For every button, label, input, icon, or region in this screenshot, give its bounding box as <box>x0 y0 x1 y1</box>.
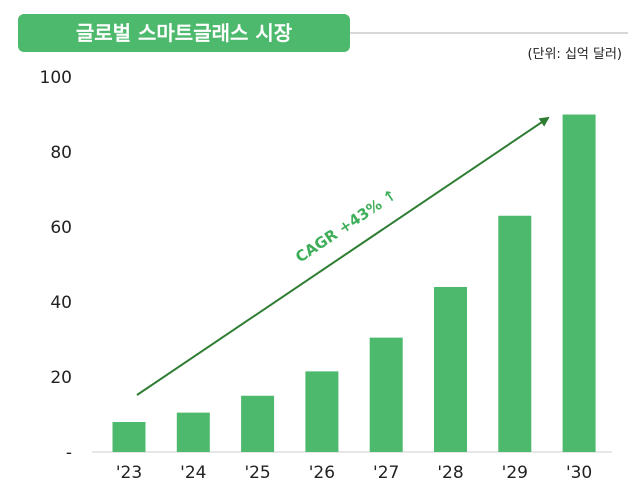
bars <box>112 114 596 452</box>
x-tick-label: '27 <box>373 463 399 483</box>
y-tick-label: 100 <box>40 68 72 88</box>
bar-28 <box>434 287 467 452</box>
x-tick-label: '30 <box>566 463 592 483</box>
bar-26 <box>305 371 339 452</box>
y-tick-label: 20 <box>50 368 72 388</box>
x-tick-label: '28 <box>437 463 463 483</box>
bar-29 <box>498 215 532 452</box>
bar-24 <box>176 412 210 452</box>
x-tick-label: '23 <box>116 463 142 483</box>
y-tick-label: - <box>66 443 72 463</box>
bar-23 <box>112 422 146 452</box>
bar-25 <box>241 395 275 452</box>
x-axis: '23 '24 '25 '26 '27 '28 '29 '30 <box>116 463 592 483</box>
bar-27 <box>369 337 403 452</box>
cagr-arrow <box>136 116 550 396</box>
x-tick-label: '26 <box>309 463 335 483</box>
y-tick-label: 60 <box>50 218 72 238</box>
chart-title: 글로벌 스마트글래스 시장 <box>76 21 293 45</box>
unit-label: (단위: 십억 달러) <box>527 47 622 62</box>
x-tick-label: '25 <box>244 463 270 483</box>
y-axis: - 20 40 60 80 100 <box>40 68 72 463</box>
y-tick-label: 80 <box>50 143 72 163</box>
y-tick-label: 40 <box>50 293 72 313</box>
bar-30 <box>562 114 596 452</box>
x-tick-label: '24 <box>180 463 206 483</box>
x-tick-label: '29 <box>502 463 528 483</box>
title-banner <box>18 14 350 52</box>
